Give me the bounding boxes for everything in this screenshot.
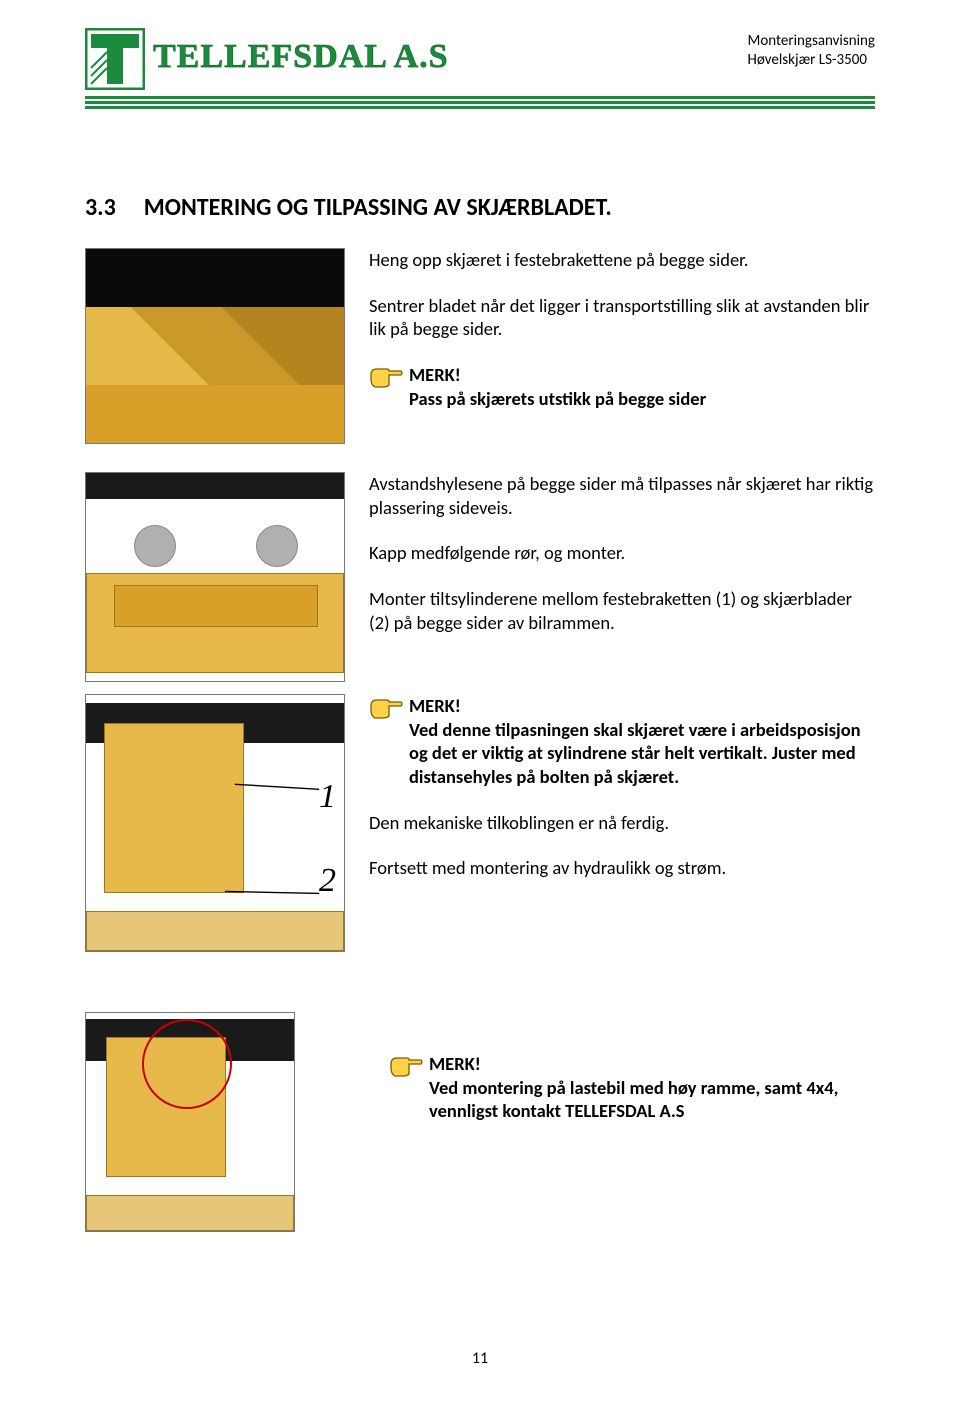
header-meta: Monteringsanvisning Høvelskjær LS-3500 (748, 28, 875, 70)
para: Sentrer bladet når det ligger i transpor… (369, 294, 875, 341)
note-label: MERK! (409, 694, 461, 717)
section-heading: MONTERING OG TILPASSING AV SKJÆRBLADET. (144, 193, 612, 222)
doc-type: Monteringsanvisning (748, 32, 875, 51)
para: Kapp medfølgende rør, og monter. (369, 541, 875, 565)
text-block-1: Heng opp skjæret i festebrakettene på be… (369, 248, 875, 432)
note-text: Ved montering på lastebil med høy ramme,… (429, 1076, 838, 1123)
callout-labels: 1 2 (319, 695, 336, 951)
note-label: MERK! (429, 1052, 481, 1075)
figure-4 (85, 1012, 295, 1232)
text-block-4: MERK! Ved montering på lastebil med høy … (319, 1012, 875, 1145)
para: Monter tiltsylinderene mellom festebrake… (369, 587, 875, 634)
pointing-hand-icon (369, 696, 403, 720)
figure-1 (85, 248, 345, 444)
row-3: 1 2 MERK! Ved denne tilpasningen skal sk… (85, 694, 875, 952)
row-4: MERK! Ved montering på lastebil med høy … (85, 1012, 875, 1232)
row-2: Avstandshylesene på begge sider må tilpa… (85, 472, 875, 682)
note-block: MERK! Ved denne tilpasningen skal skjære… (369, 694, 875, 789)
logo: TELLEFSDAL A.S (85, 28, 449, 90)
product: Høvelskjær LS-3500 (748, 51, 875, 70)
para: Den mekaniske tilkoblingen er nå ferdig. (369, 811, 875, 835)
note-block: MERK! Ved montering på lastebil med høy … (389, 1052, 875, 1123)
header-stripes (85, 96, 875, 115)
figure-2 (85, 472, 345, 682)
text-block-2: Avstandshylesene på begge sider må tilpa… (369, 472, 875, 634)
text-block-3: MERK! Ved denne tilpasningen skal skjære… (369, 694, 875, 880)
note-block: MERK! Pass på skjærets utstikk på begge … (369, 363, 875, 410)
para: Heng opp skjæret i festebrakettene på be… (369, 248, 875, 272)
note-text: Pass på skjærets utstikk på begge sider (409, 387, 706, 410)
note-text: Ved denne tilpasningen skal skjæret være… (409, 718, 861, 788)
note-label: MERK! (409, 363, 461, 386)
pointing-hand-icon (389, 1054, 423, 1078)
logo-t-icon (85, 28, 145, 90)
para: Fortsett med montering av hydraulikk og … (369, 856, 875, 880)
section-title: 3.3 MONTERING OG TILPASSING AV SKJÆRBLADE… (85, 193, 875, 222)
para: Avstandshylesene på begge sider må tilpa… (369, 472, 875, 519)
figure-3: 1 2 (85, 694, 345, 952)
pointing-hand-icon (369, 365, 403, 389)
company-name: TELLEFSDAL A.S (153, 38, 449, 76)
section-number: 3.3 (85, 193, 116, 222)
page-number: 11 (0, 1349, 960, 1368)
page-header: TELLEFSDAL A.S Monteringsanvisning Høvel… (85, 28, 875, 90)
callout-1: 1 (319, 778, 336, 816)
callout-2: 2 (319, 862, 336, 900)
row-1: Heng opp skjæret i festebrakettene på be… (85, 248, 875, 444)
